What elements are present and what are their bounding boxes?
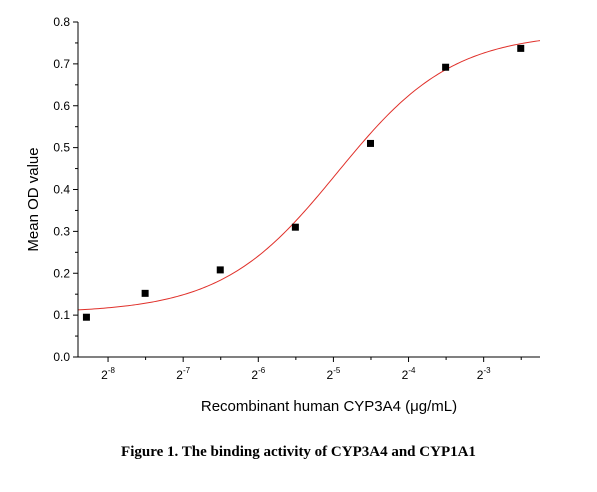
x-tick-base: 2 [101, 368, 108, 382]
data-point [517, 44, 525, 52]
axis-labels-layer: Recombinant human CYP3A4 (μg/mL) Mean OD… [25, 147, 457, 415]
figure-caption: Figure 1. The binding activity of CYP3A4… [121, 444, 476, 460]
axes-layer: 0.00.10.20.30.40.50.60.70.82-8 2-7 2-6 2-5 2… [53, 15, 540, 382]
y-tick-label: 0.0 [53, 350, 70, 364]
x-tick-exponent: -3 [483, 366, 491, 375]
chart: 0.00.10.20.30.40.50.60.70.82-8 2-7 2-6 2-5 2… [25, 15, 541, 415]
x-tick-label: 2-4 [402, 366, 416, 382]
x-tick-base: 2 [327, 368, 334, 382]
y-tick-label: 0.8 [53, 15, 70, 29]
x-tick-label: 2-5 [327, 366, 341, 382]
fit-curve-layer [77, 40, 541, 311]
x-tick-exponent: -6 [258, 366, 266, 375]
y-tick-label: 0.1 [53, 308, 70, 322]
data-point [366, 139, 374, 147]
x-tick-exponent: -7 [183, 366, 191, 375]
x-tick-base: 2 [251, 368, 258, 382]
x-tick-base: 2 [477, 368, 484, 382]
data-point [291, 223, 299, 231]
data-points-layer [82, 44, 525, 321]
y-tick-label: 0.2 [53, 266, 70, 280]
y-tick-label: 0.7 [53, 57, 70, 71]
x-tick-label: 2-3 [477, 366, 491, 382]
x-tick-label: 2-7 [176, 366, 190, 382]
x-tick-label: 2-6 [251, 366, 265, 382]
x-tick-base: 2 [176, 368, 183, 382]
fit-curve-line [77, 40, 541, 311]
x-tick-exponent: -5 [333, 366, 341, 375]
data-point [216, 266, 224, 274]
x-tick-exponent: -8 [108, 366, 116, 375]
y-tick-label: 0.6 [53, 99, 70, 113]
y-tick-label: 0.5 [53, 141, 70, 155]
y-tick-label: 0.4 [53, 183, 70, 197]
x-tick-base: 2 [402, 368, 409, 382]
x-axis-label: Recombinant human CYP3A4 (μg/mL) [201, 398, 457, 415]
data-point [82, 313, 90, 321]
y-tick-label: 0.3 [53, 224, 70, 238]
y-axis-label: Mean OD value [25, 147, 42, 251]
data-point [141, 289, 149, 297]
data-point [442, 63, 450, 71]
x-tick-label: 2-8 [101, 366, 115, 382]
x-tick-exponent: -4 [408, 366, 416, 375]
